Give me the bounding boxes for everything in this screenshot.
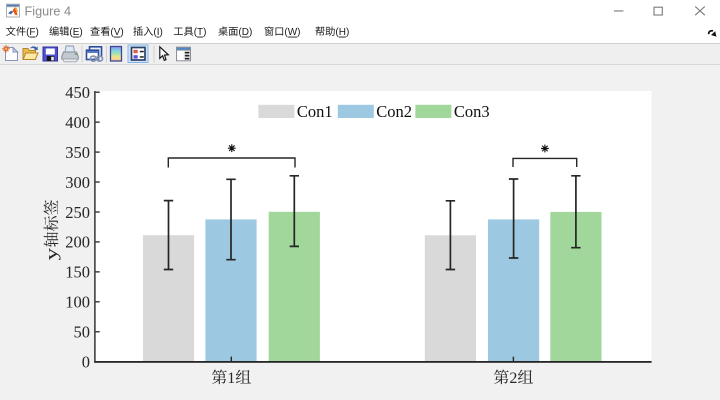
svg-text:300: 300 <box>65 173 90 192</box>
svg-text:(W): (W) <box>284 27 300 38</box>
svg-text:(F): (F) <box>26 27 39 38</box>
svg-text:2: 2 <box>509 370 517 387</box>
svg-text:150: 150 <box>65 263 90 282</box>
svg-text:y: y <box>42 248 61 261</box>
svg-text:(I): (I) <box>153 27 162 38</box>
svg-text:400: 400 <box>65 113 90 132</box>
svg-text:Con3: Con3 <box>454 102 490 121</box>
svg-text:1: 1 <box>227 370 235 387</box>
svg-text:200: 200 <box>65 233 90 252</box>
svg-text:(E): (E) <box>69 27 82 38</box>
svg-text:(H): (H) <box>335 27 349 38</box>
svg-text:50: 50 <box>74 323 91 342</box>
svg-text:(V): (V) <box>110 27 123 38</box>
svg-text:(T): (T) <box>194 27 207 38</box>
svg-text:Con2: Con2 <box>376 102 412 121</box>
svg-text:250: 250 <box>65 203 90 222</box>
svg-text:450: 450 <box>65 83 90 102</box>
svg-text:(D): (D) <box>238 27 252 38</box>
svg-text:Con1: Con1 <box>297 102 333 121</box>
svg-text:0: 0 <box>82 353 90 372</box>
svg-text:100: 100 <box>65 293 90 312</box>
svg-text:Figure 4: Figure 4 <box>25 4 72 18</box>
svg-text:350: 350 <box>65 143 90 162</box>
